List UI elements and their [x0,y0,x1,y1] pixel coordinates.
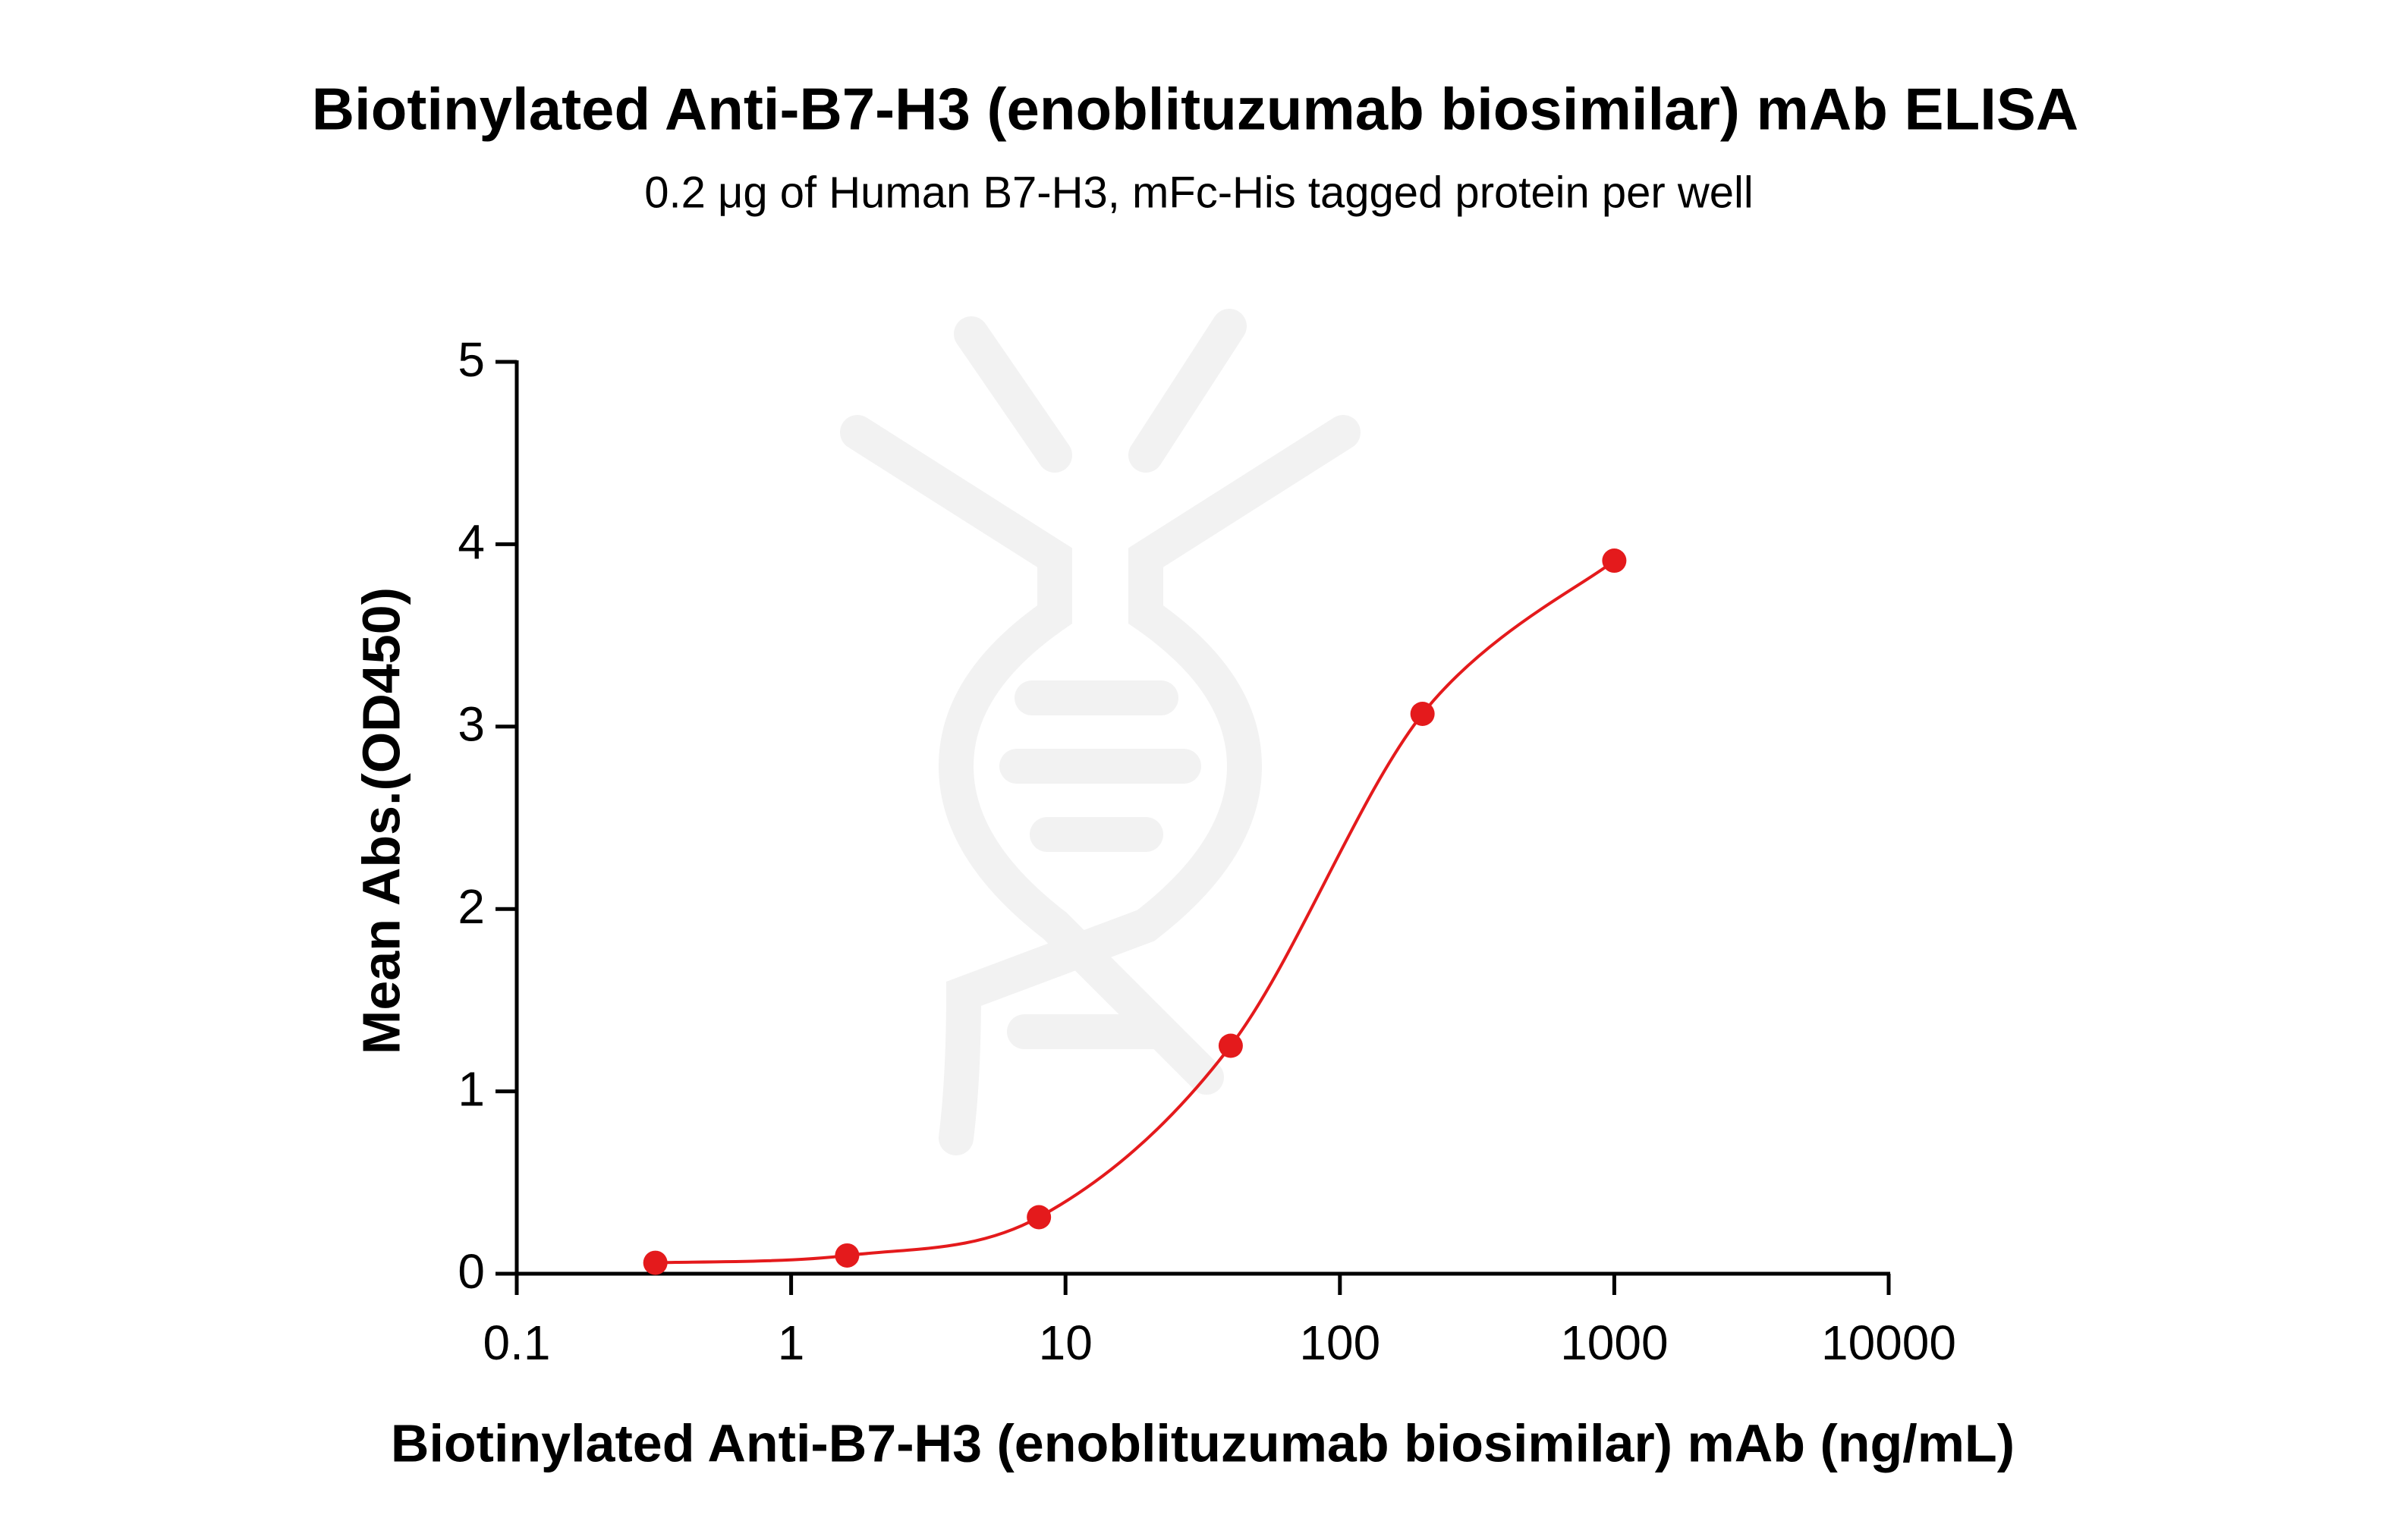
data-point [1602,548,1627,574]
data-point [1027,1205,1052,1230]
data-point [643,1250,668,1275]
y-tick-label: 1 [458,1062,485,1117]
x-tick-label: 0.1 [483,1315,551,1370]
x-tick-label: 10000 [1821,1315,1956,1370]
y-tick-label: 0 [458,1244,485,1299]
chart-title: Biotinylated Anti-B7-H3 (enoblituzumab b… [312,76,2079,143]
y-tick-label: 2 [458,879,485,934]
x-tick-label: 10 [1039,1315,1093,1370]
data-point [1218,1033,1243,1058]
y-tick-label: 3 [458,697,485,752]
chart-subtitle: 0.2 μg of Human B7-H3, mFc-His tagged pr… [644,168,1754,217]
x-tick-label: 100 [1299,1315,1380,1370]
data-point [1410,701,1435,726]
y-tick-label: 4 [458,514,485,569]
x-tick-label: 1000 [1560,1315,1668,1370]
x-tick-label: 1 [778,1315,805,1370]
watermark [840,309,1361,1155]
data-point [835,1243,860,1268]
y-tick-label: 5 [458,332,485,387]
x-axis-label: Biotinylated Anti-B7-H3 (enoblituzumab b… [391,1413,2015,1472]
y-axis-label: Mean Abs.(OD450) [351,587,411,1054]
